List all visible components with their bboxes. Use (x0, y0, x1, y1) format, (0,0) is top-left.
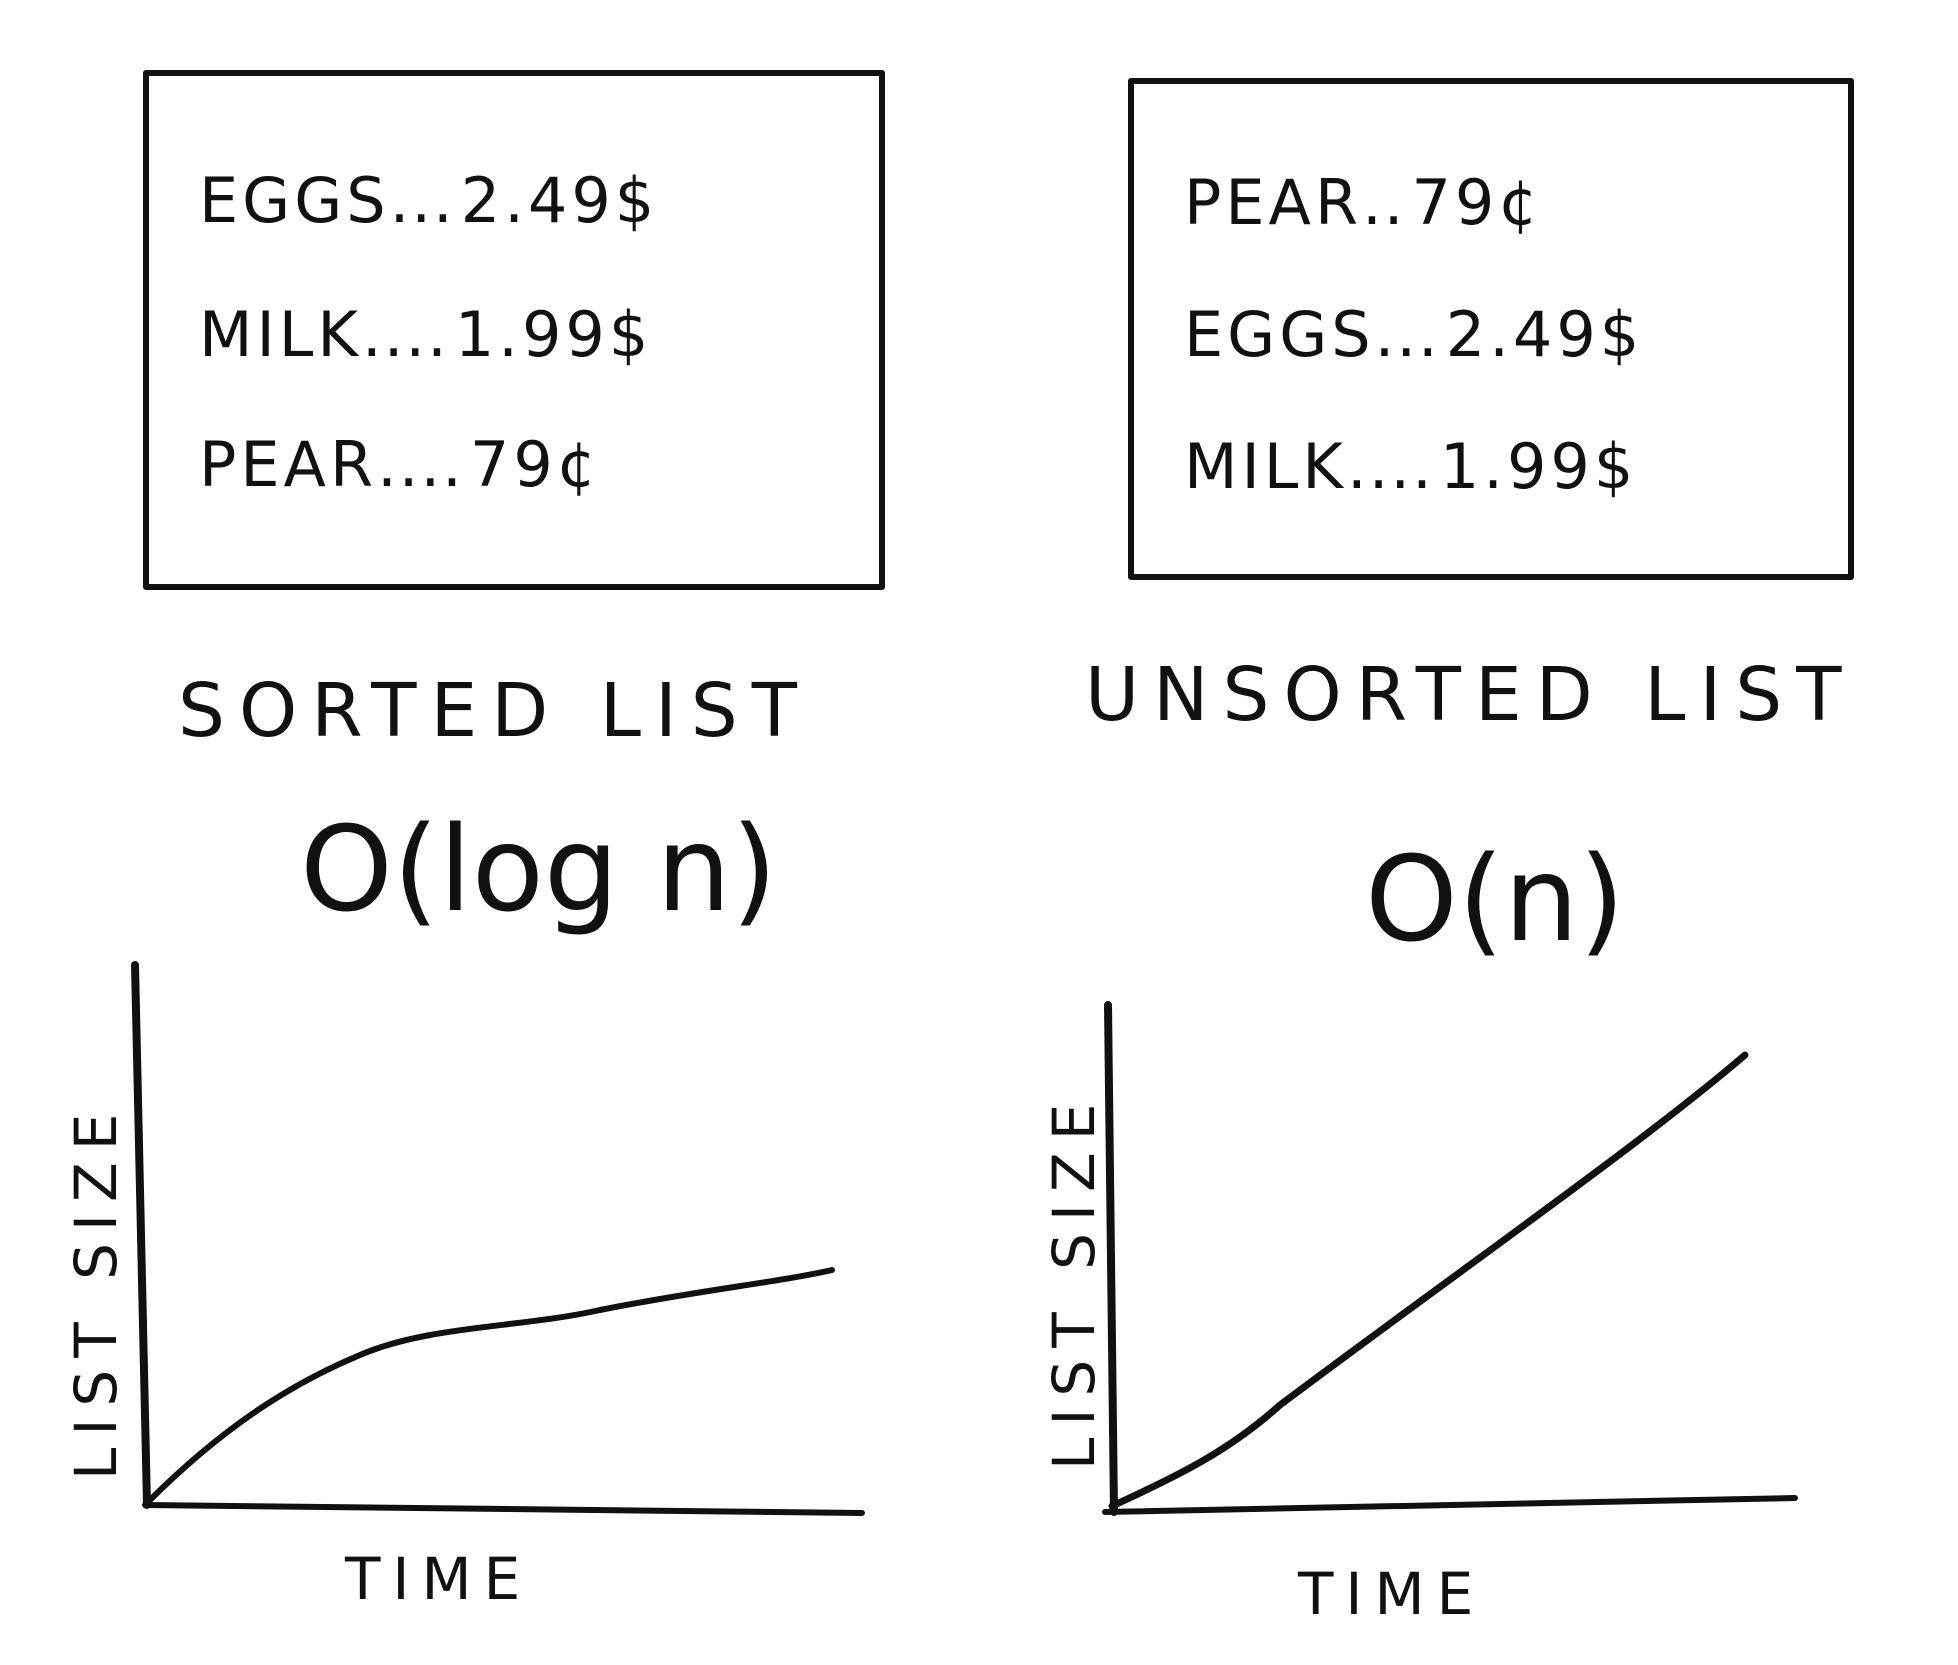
list-item: EGGS...2.49$ (199, 164, 658, 237)
unsorted-linear-curve (1108, 1051, 1749, 1510)
sorted-x-axis (142, 1502, 865, 1516)
item-price: 1.99$ (454, 298, 653, 371)
item-name: MILK (199, 298, 362, 371)
unsorted-y-axis (1104, 1001, 1118, 1516)
item-dots: ... (389, 164, 455, 237)
unsorted-x-axis-label: TIME (1298, 1560, 1486, 1628)
list-item: PEAR..79¢ (1184, 166, 1542, 239)
sorted-list-box: EGGS...2.49$ MILK....1.99$ PEAR....79¢ (143, 70, 885, 590)
item-price: 79¢ (469, 428, 601, 501)
sorted-y-axis-label: LIST SIZE (62, 1101, 130, 1480)
unsorted-y-axis-label: LIST SIZE (1040, 1091, 1108, 1470)
item-dots: .... (1346, 430, 1434, 503)
item-price: 2.49$ (1445, 298, 1644, 371)
sorted-log-curve (145, 1267, 835, 1505)
sorted-x-axis-label: TIME (345, 1545, 533, 1613)
unsorted-list-caption: UNSORTED LIST (1085, 652, 1856, 738)
list-item: PEAR....79¢ (199, 428, 600, 501)
list-item: MILK....1.99$ (1184, 430, 1637, 503)
unsorted-x-axis (1102, 1495, 1798, 1515)
item-name: PEAR (1184, 166, 1363, 239)
item-price: 1.99$ (1439, 430, 1638, 503)
item-dots: ... (1374, 298, 1440, 371)
item-price: 2.49$ (460, 164, 659, 237)
item-name: EGGS (1184, 298, 1375, 371)
item-name: MILK (1184, 430, 1347, 503)
unsorted-complexity: O(n) (1365, 830, 1625, 968)
item-dots: .. (1362, 166, 1406, 239)
item-dots: .... (361, 298, 449, 371)
item-name: EGGS (199, 164, 390, 237)
item-dots: .... (377, 428, 464, 501)
item-price: 79¢ (1411, 166, 1542, 239)
unsorted-list-box: PEAR..79¢ EGGS...2.49$ MILK....1.99$ (1128, 78, 1854, 580)
list-item: MILK....1.99$ (199, 298, 652, 371)
item-name: PEAR (199, 428, 378, 501)
sorted-complexity: O(log n) (300, 800, 778, 938)
sorted-y-axis (131, 961, 151, 1509)
sorted-list-caption: SORTED LIST (178, 668, 811, 754)
list-item: EGGS...2.49$ (1184, 298, 1643, 371)
